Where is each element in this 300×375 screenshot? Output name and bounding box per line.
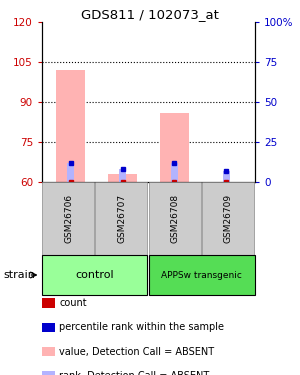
Text: rank, Detection Call = ABSENT: rank, Detection Call = ABSENT [59, 371, 210, 375]
Text: GSM26709: GSM26709 [224, 194, 233, 243]
Bar [108, 174, 137, 182]
Text: GSM26707: GSM26707 [117, 194, 126, 243]
Text: GSM26708: GSM26708 [171, 194, 180, 243]
Text: count: count [59, 298, 87, 308]
Bar [160, 112, 189, 182]
Bar [119, 169, 126, 182]
Bar [171, 164, 178, 182]
Text: APPSw transgenic: APPSw transgenic [161, 270, 242, 279]
Text: GDS811 / 102073_at: GDS811 / 102073_at [81, 8, 219, 21]
Text: value, Detection Call = ABSENT: value, Detection Call = ABSENT [59, 347, 214, 357]
Text: control: control [75, 270, 114, 280]
Text: percentile rank within the sample: percentile rank within the sample [59, 322, 224, 332]
Text: GSM26706: GSM26706 [64, 194, 73, 243]
Text: strain: strain [3, 270, 35, 280]
Bar [223, 171, 230, 182]
Bar [56, 70, 85, 182]
Bar [68, 164, 74, 182]
